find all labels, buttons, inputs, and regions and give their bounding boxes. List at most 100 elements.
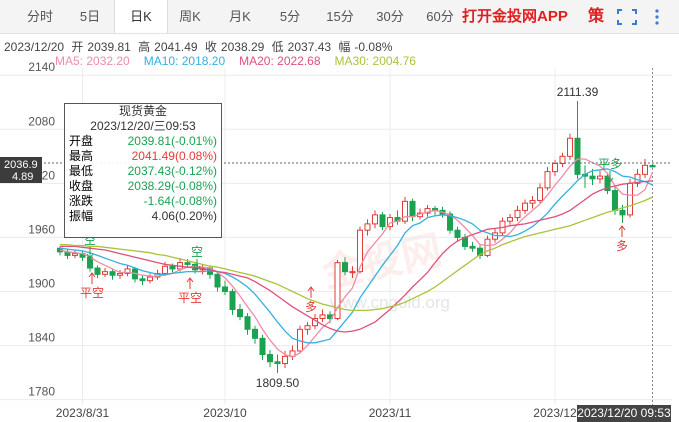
candle-body [642, 164, 648, 175]
legend-entry: MA5: 2032.20 [55, 54, 130, 68]
tooltip-value: 2041.49(0.08%) [131, 149, 217, 163]
tab[interactable]: 5日 [79, 9, 101, 24]
candle-body [237, 308, 243, 318]
tooltip-value: 2037.43(-0.12%) [127, 164, 217, 178]
candle-body [469, 245, 476, 249]
signal-label: 多 [305, 300, 317, 314]
candle-body [484, 238, 491, 256]
y-tick-label: 1960 [28, 222, 55, 236]
tooltip-value: 2038.29(-0.08%) [127, 179, 217, 193]
quote-label: 低 [271, 40, 284, 54]
candle-body [604, 175, 611, 192]
crosshair-label-bg [577, 405, 671, 422]
candle-body [304, 325, 311, 330]
signal-label: 多 [616, 239, 628, 253]
tab[interactable]: 周K [179, 9, 201, 24]
candle-body [402, 200, 408, 222]
y-tick-label: 2080 [28, 114, 55, 128]
candle-body [447, 213, 453, 231]
candle-body [94, 267, 101, 275]
tooltip-label: 最低 [69, 164, 94, 178]
ma-line [59, 158, 654, 358]
candle-body [214, 273, 221, 288]
tab[interactable]: 月K [229, 9, 251, 24]
tooltip-row: 最高 2041.49(0.08%) [65, 149, 221, 164]
candle-body [379, 214, 386, 228]
tab[interactable]: 分时 [26, 9, 53, 24]
tooltip-title: 现货黄金 [118, 104, 167, 118]
candle-body [364, 223, 371, 231]
y-tick-label: 2140 [28, 60, 55, 74]
ma-line [60, 196, 653, 312]
tooltip-label: 收盘 [69, 179, 94, 193]
candle-body [244, 316, 251, 330]
candle-body [454, 229, 461, 238]
signal-arrowhead [618, 225, 626, 231]
candle-body [334, 262, 341, 319]
tooltip-value: -1.64(-0.08%) [143, 194, 217, 208]
candle-body [477, 247, 483, 256]
candle-body [229, 290, 236, 310]
quote-label: 高 [138, 40, 151, 54]
quote-value: -0.08% [354, 40, 393, 54]
app-link[interactable]: 打开金投网APP [462, 8, 568, 25]
x-tick-label: 2023/10 [203, 406, 247, 420]
quote-date: 2023/12/20 [4, 40, 65, 54]
candle-body [117, 272, 123, 276]
quote-label: 开 [71, 40, 84, 54]
candle-body [102, 271, 108, 275]
ma-line [60, 180, 653, 333]
candle-body [612, 190, 618, 211]
tooltip-row: 最低 2037.43(-0.12%) [65, 164, 221, 179]
signal-arrowhead [193, 265, 201, 271]
tab[interactable]: 日K [114, 0, 168, 33]
tab[interactable]: 15分 [326, 9, 354, 24]
tooltip-row: 开盘 2039.81(-0.01%) [65, 134, 221, 149]
tab[interactable]: 30分 [376, 9, 404, 24]
tooltip-value: 2039.81(-0.01%) [127, 134, 217, 148]
x-tick-label: 2023/12 [533, 406, 577, 420]
tooltip-label: 振幅 [69, 209, 94, 223]
candle-body [169, 265, 176, 270]
candle-body [619, 209, 626, 216]
candle-body [72, 253, 78, 256]
candle-body [514, 209, 521, 219]
signal-arrowhead [86, 253, 94, 259]
candle-body [109, 271, 116, 276]
strategy-button[interactable]: 策 [588, 8, 605, 25]
candle-body [342, 262, 348, 273]
candle-body [529, 199, 536, 204]
candle-body [409, 200, 416, 218]
quote-label: 幅 [338, 40, 351, 54]
current-price-bg [0, 157, 42, 183]
signal-arrowhead [307, 286, 315, 292]
tooltip-value: 4.06(0.20%) [151, 209, 217, 223]
tooltip-row: 振幅 4.06(0.20%) [65, 209, 221, 224]
candle-body [372, 214, 378, 225]
candle-body [574, 137, 581, 175]
extreme-label: 1809.50 [256, 376, 300, 390]
extreme-label: 2111.39 [557, 85, 599, 99]
legend-entry: MA20: 2022.68 [239, 54, 321, 68]
candle-body [267, 354, 273, 363]
y-tick-label: 1780 [28, 385, 55, 399]
candle-body [184, 262, 191, 265]
candle-body [522, 202, 528, 211]
tooltip: 现货黄金 2023/12/20/三09:53 开盘 2039.81(-0.01%)… [64, 103, 222, 238]
candle-body [259, 337, 266, 356]
candle-body [559, 155, 566, 165]
y-tick-label: 1900 [28, 276, 55, 290]
tab[interactable]: 5分 [279, 9, 301, 24]
candle-body [282, 355, 288, 365]
signal-arrowhead [606, 177, 614, 183]
x-tick-label: 2023/11 [369, 406, 412, 420]
candle-body [424, 208, 431, 214]
candle-body [222, 286, 228, 292]
candle-body [162, 265, 168, 274]
signal-label: 平空 [178, 291, 202, 305]
tab[interactable]: 60分 [426, 9, 454, 24]
quote-value: 2041.49 [154, 40, 198, 54]
signal-label: 平空 [80, 286, 104, 300]
